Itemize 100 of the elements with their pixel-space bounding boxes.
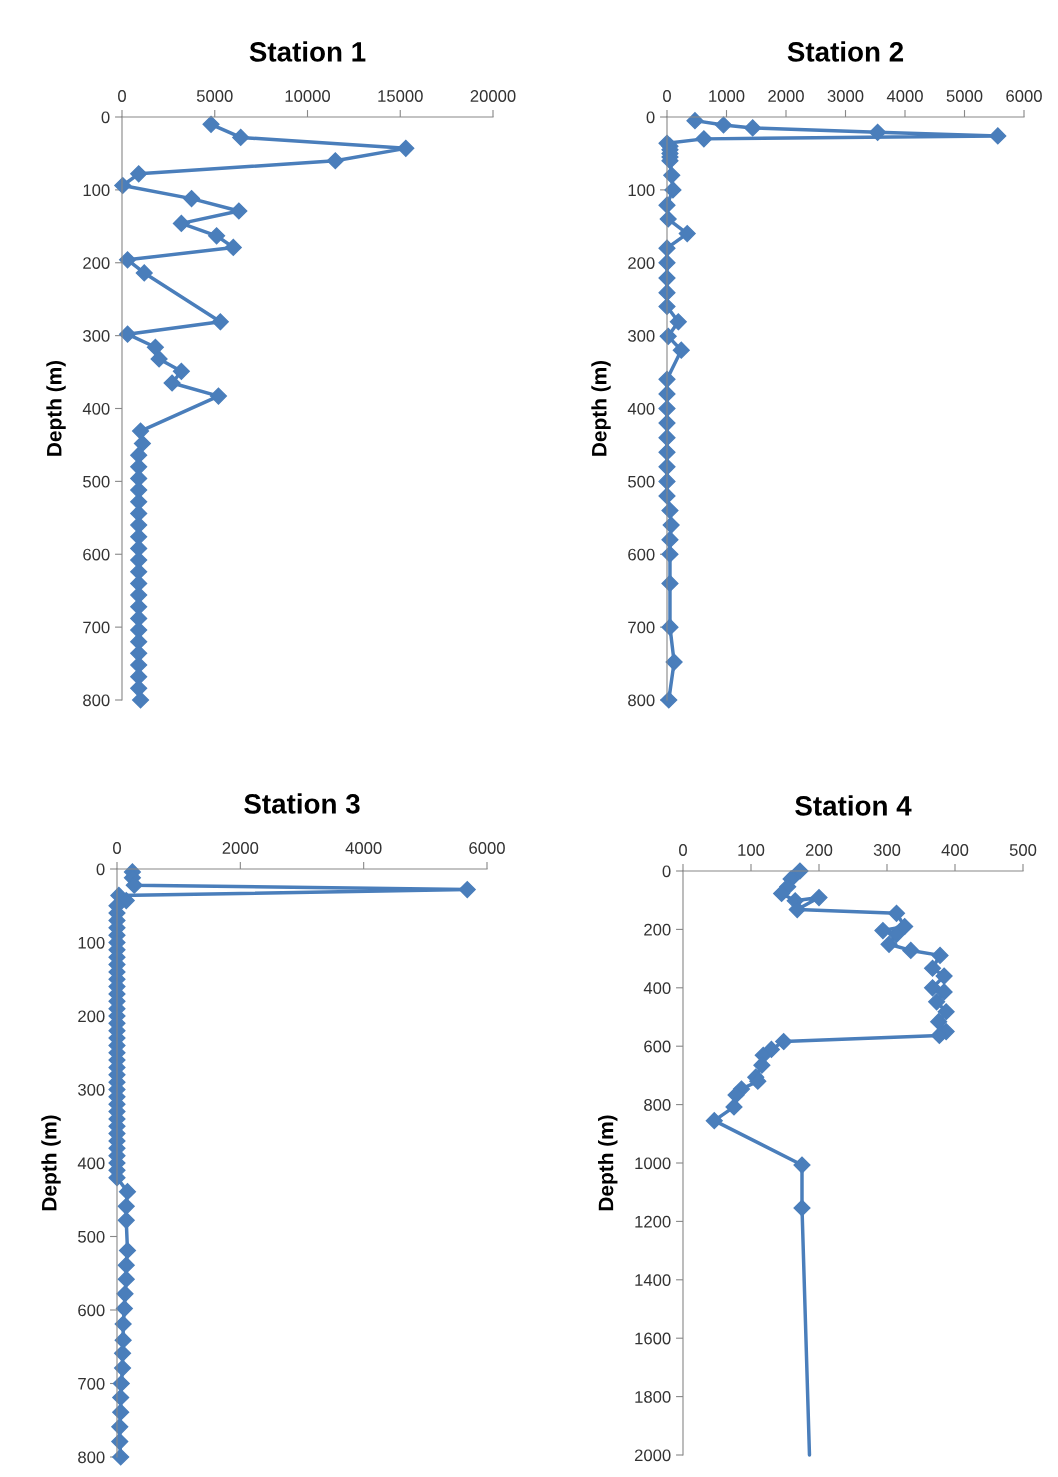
- y-tick-label: 1600: [635, 1332, 671, 1345]
- y-tick-label: 0: [101, 111, 110, 124]
- y-axis-title: Depth (m): [41, 1115, 61, 1211]
- y-tick-label: 500: [78, 1230, 105, 1243]
- point: [211, 313, 229, 331]
- point: [773, 884, 791, 903]
- point: [665, 653, 683, 671]
- point: [686, 112, 704, 130]
- x-tick-label: 5000: [196, 90, 233, 102]
- x-tick-label: 100: [738, 844, 765, 856]
- y-axis-title: Depth (m): [598, 1115, 618, 1211]
- y-tick-label: 1400: [635, 1274, 671, 1286]
- x-tick-label: 0: [118, 90, 126, 102]
- point: [793, 1156, 811, 1174]
- point: [183, 190, 201, 208]
- x-tick-label: 400: [941, 844, 969, 856]
- point: [150, 350, 168, 368]
- point: [775, 1032, 793, 1051]
- y-tick-label: 600: [83, 548, 110, 561]
- y-tick-label: 0: [662, 865, 671, 878]
- point: [902, 941, 920, 959]
- y-axis-title: Depth (m): [591, 360, 611, 456]
- point: [880, 935, 898, 953]
- point: [661, 545, 679, 563]
- point: [989, 127, 1007, 145]
- point: [874, 922, 892, 940]
- y-tick-label: 100: [78, 936, 105, 949]
- y-tick-label: 1000: [635, 1157, 671, 1170]
- x-tick-label: 4000: [886, 90, 923, 102]
- y-tick-label: 1200: [635, 1215, 671, 1228]
- x-tick-label: 5000: [946, 90, 983, 102]
- y-tick-label: 200: [83, 257, 110, 269]
- point: [119, 251, 137, 269]
- y-tick-label: 300: [628, 330, 655, 342]
- point: [930, 1013, 948, 1031]
- point: [119, 325, 137, 343]
- y-tick-label: 400: [82, 402, 110, 415]
- point: [660, 691, 678, 709]
- point: [937, 1003, 955, 1021]
- x-tick-label: 300: [873, 844, 901, 856]
- point: [935, 983, 953, 1001]
- y-tick-label: 500: [628, 475, 655, 488]
- point: [669, 313, 687, 331]
- chart-title: Station 3: [244, 793, 360, 814]
- point: [887, 925, 906, 943]
- point: [744, 119, 762, 137]
- y-tick-label: 2000: [634, 1449, 671, 1462]
- y-tick-label: 0: [96, 863, 105, 876]
- y-tick-label: 300: [78, 1083, 105, 1096]
- point: [661, 574, 679, 592]
- y-tick-label: 800: [644, 1099, 671, 1111]
- x-tick-label: 15000: [378, 90, 423, 102]
- point: [172, 214, 190, 232]
- point: [146, 338, 164, 356]
- point: [209, 387, 228, 405]
- point: [224, 238, 242, 256]
- point: [887, 904, 906, 922]
- point: [928, 993, 946, 1011]
- x-tick-label: 0: [679, 844, 687, 856]
- y-tick-label: 600: [644, 1040, 671, 1053]
- point: [208, 227, 226, 245]
- chart-title: Station 2: [787, 41, 904, 62]
- y-tick-label: 200: [644, 923, 671, 936]
- x-tick-label: 6000: [469, 842, 505, 854]
- point: [678, 225, 696, 243]
- point: [931, 946, 949, 964]
- point: [869, 123, 887, 141]
- y-tick-label: 100: [83, 184, 110, 197]
- point: [172, 362, 190, 380]
- point: [810, 889, 828, 907]
- y-tick-label: 700: [78, 1377, 105, 1390]
- point: [935, 967, 953, 985]
- point: [230, 202, 248, 220]
- chart-title: Station 1: [249, 41, 366, 62]
- point: [163, 374, 181, 392]
- point: [664, 181, 682, 199]
- point: [896, 917, 914, 936]
- point: [924, 959, 942, 977]
- x-tick-label: 6000: [1006, 90, 1042, 102]
- x-tick-label: 3000: [827, 90, 864, 102]
- y-tick-label: 800: [628, 694, 655, 707]
- y-tick-label: 0: [646, 111, 655, 124]
- y-tick-label: 600: [78, 1304, 105, 1317]
- y-tick-label: 100: [628, 184, 655, 197]
- y-tick-label: 800: [83, 694, 110, 707]
- point: [130, 165, 148, 183]
- x-tick-label: 2000: [222, 842, 259, 854]
- y-tick-label: 1800: [635, 1391, 671, 1403]
- point: [326, 152, 344, 170]
- point: [714, 116, 733, 134]
- y-axis-title: Depth (m): [46, 360, 66, 456]
- point: [705, 1112, 723, 1130]
- point: [135, 264, 153, 282]
- y-tick-label: 600: [628, 548, 655, 561]
- point: [232, 128, 250, 146]
- y-tick-label: 400: [643, 982, 671, 994]
- x-tick-label: 10000: [285, 90, 331, 102]
- x-tick-label: 500: [1009, 844, 1037, 856]
- y-tick-label: 800: [78, 1451, 105, 1464]
- y-tick-label: 300: [83, 330, 110, 342]
